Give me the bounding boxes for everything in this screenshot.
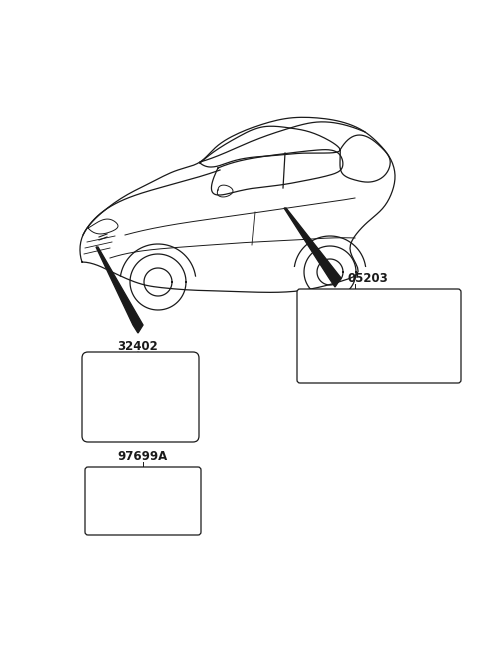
FancyBboxPatch shape bbox=[82, 352, 199, 442]
FancyBboxPatch shape bbox=[85, 467, 201, 535]
Text: 05203: 05203 bbox=[348, 272, 389, 284]
FancyBboxPatch shape bbox=[297, 289, 461, 383]
Text: 97699A: 97699A bbox=[118, 450, 168, 463]
Polygon shape bbox=[96, 247, 143, 333]
Text: 32402: 32402 bbox=[118, 340, 158, 353]
Polygon shape bbox=[284, 208, 341, 287]
